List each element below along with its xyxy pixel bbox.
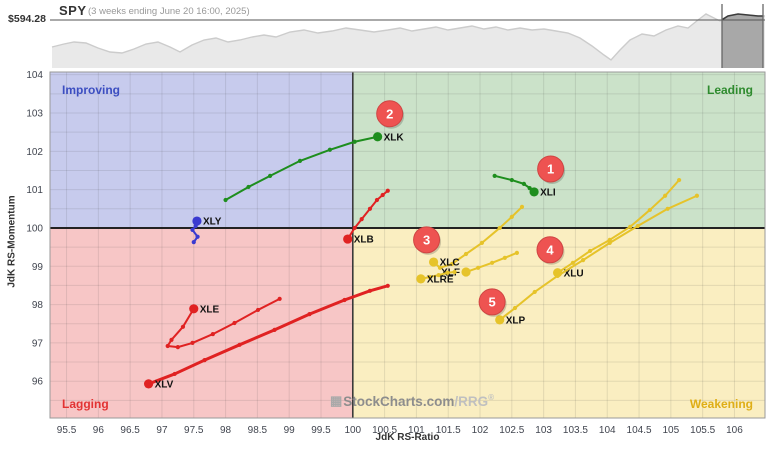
symbol-label-XLI: XLI xyxy=(540,187,556,198)
y-axis-title: JdK RS-Momentum xyxy=(6,195,18,288)
x-tick-label: 106 xyxy=(726,425,743,436)
tail-XLRE: XLRE xyxy=(416,269,457,285)
symbol-dot-XLK[interactable] xyxy=(373,132,383,142)
svg-text:1: 1 xyxy=(547,161,554,176)
symbol-dot-XLP[interactable] xyxy=(495,315,505,325)
x-tick-label: 102.5 xyxy=(499,425,524,436)
symbol-label-XLV: XLV xyxy=(155,379,174,390)
watermark-product: /RRG xyxy=(454,393,489,409)
tail-XLI: XLI xyxy=(492,173,556,198)
symbol-dot-XLI[interactable] xyxy=(529,187,539,197)
tail-XLC: XLC xyxy=(428,204,525,270)
symbol-label-XLB: XLB xyxy=(354,235,374,246)
x-tick-label: 103 xyxy=(535,425,552,436)
x-tick-label: 97.5 xyxy=(184,425,204,436)
y-tick-label: 102 xyxy=(26,147,43,158)
symbol-dot-XLF[interactable] xyxy=(461,267,471,277)
rank-badge-1[interactable]: 1 xyxy=(537,155,566,184)
symbol-label-XLE: XLE xyxy=(200,304,220,315)
x-axis-title: JdK RS-Ratio xyxy=(375,432,440,443)
svg-text:2: 2 xyxy=(386,106,393,121)
x-tick-label: 98 xyxy=(220,425,232,436)
quadrant-leading xyxy=(352,72,765,228)
symbol-label-XLC: XLC xyxy=(440,258,460,269)
x-tick-label: 100.5 xyxy=(372,425,397,436)
quadrant-label-weakening: Weakening xyxy=(690,397,753,411)
symbol-label-XLY: XLY xyxy=(203,217,222,228)
x-tick-label: 98.5 xyxy=(248,425,268,436)
x-tick-label: 104.5 xyxy=(627,425,652,436)
x-tick-label: 104 xyxy=(599,425,616,436)
x-tick-label: 99.5 xyxy=(311,425,331,436)
y-tick-label: 104 xyxy=(26,70,43,81)
symbol-dot-XLRE[interactable] xyxy=(416,274,426,284)
symbol-dot-XLC[interactable] xyxy=(428,257,439,267)
svg-text:3: 3 xyxy=(423,232,430,247)
plot-border xyxy=(49,71,766,419)
y-tick-label: 96 xyxy=(32,377,44,388)
watermark: ▦ StockCharts.com /RRG ® xyxy=(330,393,494,409)
y-tick-label: 97 xyxy=(32,338,44,349)
symbol-dot-XLY[interactable] xyxy=(192,216,202,226)
registered-mark: ® xyxy=(488,392,494,402)
symbol-label-XLP: XLP xyxy=(506,315,526,326)
tail-XLP: XLP xyxy=(495,193,700,326)
quadrant-label-improving: Improving xyxy=(62,83,120,97)
tail-XLB: XLB xyxy=(343,188,390,246)
svg-text:5: 5 xyxy=(488,294,495,309)
symbol-label-XLU: XLU xyxy=(564,268,584,279)
symbol-dot-XLB[interactable] xyxy=(343,234,353,244)
quadrant-label-lagging: Lagging xyxy=(62,397,109,411)
y-tick-label: 99 xyxy=(32,262,44,273)
tail-XLK: XLK xyxy=(223,132,405,203)
x-tick-label: 102 xyxy=(472,425,489,436)
tail-XLV: XLV xyxy=(143,283,390,390)
symbol-title: SPY xyxy=(59,3,87,18)
x-tick-label: 101.5 xyxy=(436,425,461,436)
period-subtitle: (3 weeks ending June 20 16:00, 2025) xyxy=(88,6,250,17)
rank-badge-2[interactable]: 2 xyxy=(376,100,405,129)
x-tick-label: 96.5 xyxy=(120,425,140,436)
x-tick-label: 95.5 xyxy=(57,425,77,436)
y-tick-label: 98 xyxy=(32,300,44,311)
x-tick-label: 100 xyxy=(344,425,361,436)
price-area xyxy=(52,14,765,68)
tail-XLY: XLY xyxy=(190,216,222,245)
y-tick-label: 101 xyxy=(26,185,43,196)
rank-badge-5[interactable]: 5 xyxy=(478,288,507,317)
rrg-chart: 95.5 96 96.5 97 97.5 98 98.5 99 99.5 100 100.5 101 1… xyxy=(26,70,766,436)
x-tick-label: 97 xyxy=(156,425,168,436)
price-line xyxy=(51,13,765,61)
quadrant-lagging xyxy=(50,227,353,418)
stockcharts-logo-icon: ▦ xyxy=(330,393,343,408)
x-tick-label: 99 xyxy=(284,425,296,436)
price-level-label: $594.28 xyxy=(8,13,46,25)
x-tick-label: 103.5 xyxy=(563,425,588,436)
tail-XLE: XLE xyxy=(165,296,282,350)
x-tick-label: 96 xyxy=(93,425,105,436)
quadrant-improving xyxy=(50,72,353,228)
rank-badge-4[interactable]: 4 xyxy=(536,236,565,265)
symbol-dot-XLE[interactable] xyxy=(189,304,199,314)
spy-price-sparkline xyxy=(50,4,765,68)
x-tick-label: 105 xyxy=(663,425,680,436)
highlight-window[interactable] xyxy=(52,13,765,68)
symbol-dot-XLV[interactable] xyxy=(143,379,154,389)
x-tick-label: 105.5 xyxy=(690,425,715,436)
y-tick-label: 100 xyxy=(26,223,43,234)
svg-text:4: 4 xyxy=(546,242,554,257)
tail-XLU: XLU xyxy=(553,177,682,279)
x-tick-label: 101 xyxy=(408,425,425,436)
symbol-label-XLK: XLK xyxy=(384,132,405,143)
rank-badge-3[interactable]: 3 xyxy=(413,226,442,255)
y-tick-label: 103 xyxy=(26,108,43,119)
watermark-brand: StockCharts.com xyxy=(343,393,455,409)
quadrant-label-leading: Leading xyxy=(707,83,753,97)
symbol-label-XLRE: XLRE xyxy=(427,274,454,285)
